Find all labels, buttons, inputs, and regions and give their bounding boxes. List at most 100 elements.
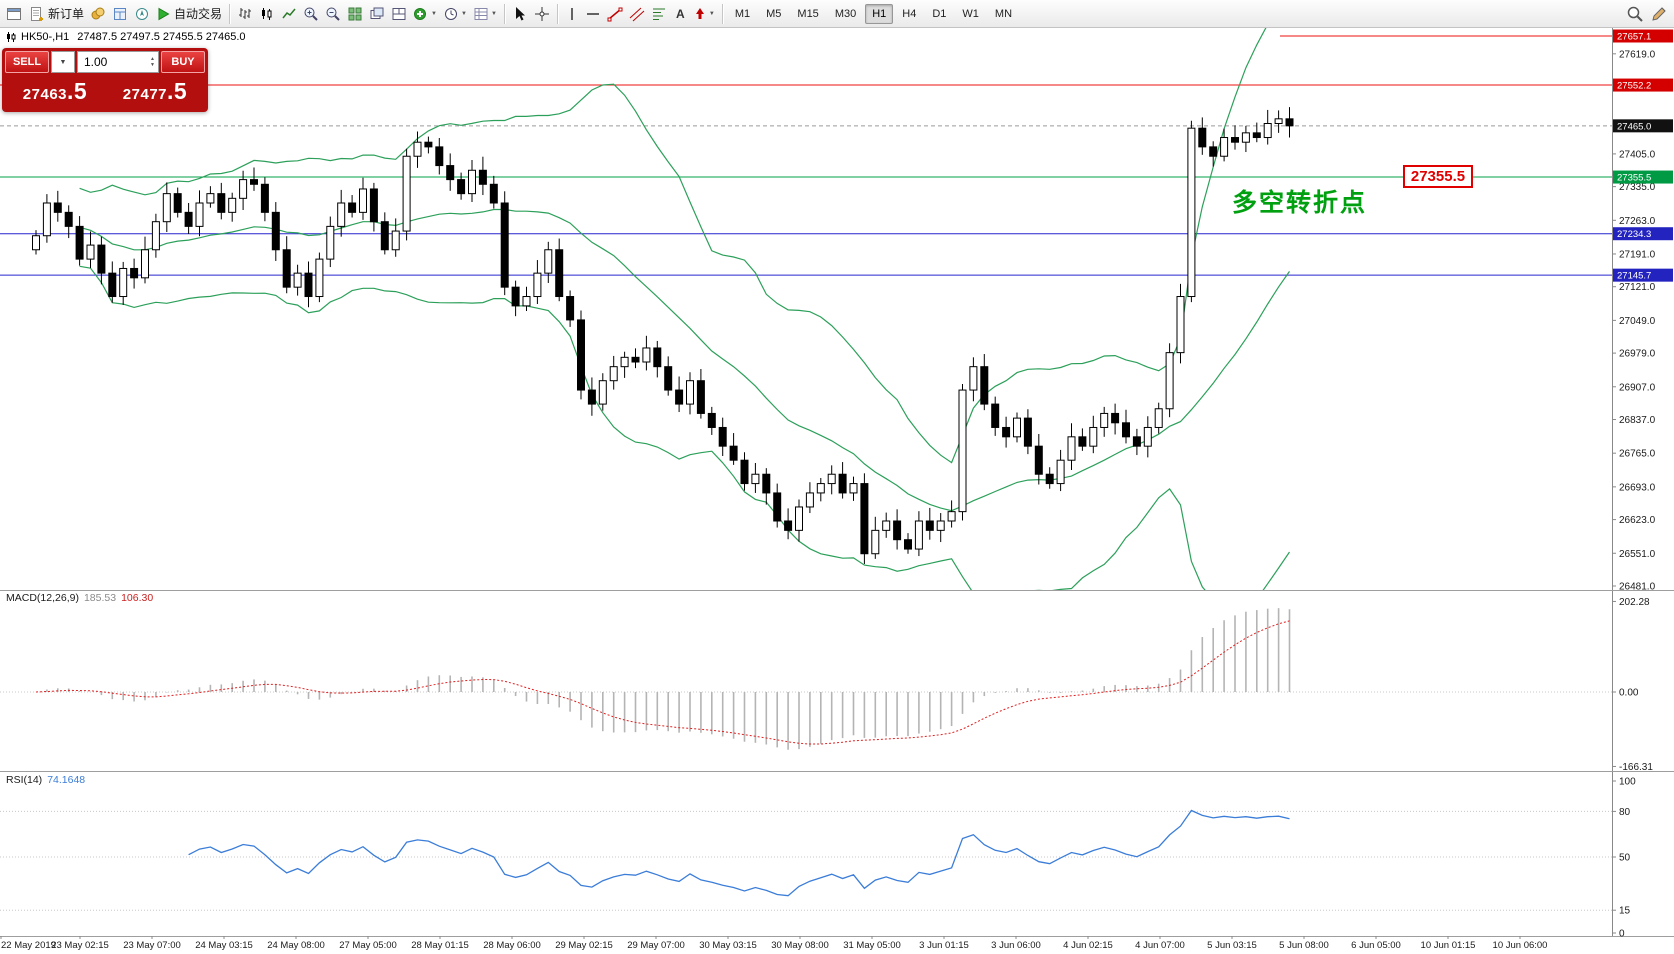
svg-text:27234.3: 27234.3 [1617,229,1651,240]
navigator-icon[interactable] [131,3,153,25]
svg-text:28 May 01:15: 28 May 01:15 [411,940,469,951]
svg-text:26481.0: 26481.0 [1619,582,1656,593]
svg-text:27405.0: 27405.0 [1619,149,1656,160]
zoom-in-icon[interactable] [300,3,322,25]
cascade-windows-icon[interactable] [366,3,388,25]
templates-button[interactable]: ▼ [470,3,500,25]
svg-text:26693.0: 26693.0 [1619,482,1656,493]
chart-candles-icon[interactable] [256,3,278,25]
timeframe-m1[interactable]: M1 [734,7,751,20]
toolbar-separator [229,3,231,24]
sell-price-main: 27463 [22,85,68,103]
svg-text:27 May 05:00: 27 May 05:00 [339,940,397,951]
buy-button[interactable]: BUY [161,51,205,73]
sell-price[interactable]: 27463.5 [5,78,105,105]
buy-price[interactable]: 27477.5 [105,78,205,105]
svg-text:10 Jun 01:15: 10 Jun 01:15 [1421,940,1476,951]
timeframe-group: M1 M5 M15 M30 H1 H4 D1 W1 MN [727,3,1020,24]
timeframe-mn[interactable]: MN [994,7,1013,20]
periods-caret-icon: ▼ [460,10,467,17]
svg-text:27335.0: 27335.0 [1619,182,1656,193]
edit-icon[interactable] [1647,3,1671,25]
svg-text:-166.31: -166.31 [1619,762,1653,773]
svg-text:27465.0: 27465.0 [1617,121,1651,132]
svg-text:26623.0: 26623.0 [1619,515,1656,526]
volume-dropdown[interactable]: ▼ [51,51,75,73]
svg-text:24 May 03:15: 24 May 03:15 [195,940,253,951]
timeframe-m5[interactable]: M5 [766,7,782,20]
arrange-windows-icon[interactable] [388,3,410,25]
toolbar-separator [503,3,505,24]
chart-area[interactable]: 27619.0 27405.0 27335.0 27263.0 27191.0 27121… [0,28,1674,954]
fibonacci-tool-icon[interactable] [648,3,670,25]
svg-text:27355.5: 27355.5 [1617,173,1651,184]
horizontal-line-tool-icon[interactable] [582,3,604,25]
svg-text:5 Jun 08:00: 5 Jun 08:00 [1279,940,1329,951]
svg-text:3 Jun 06:00: 3 Jun 06:00 [991,940,1041,951]
toolbar-separator [721,3,723,24]
indicators-caret-icon: ▼ [431,10,437,17]
search-icon[interactable] [1623,3,1647,25]
svg-text:23 May 07:00: 23 May 07:00 [123,940,181,951]
tile-windows-icon[interactable] [344,3,366,25]
svg-text:27049.0: 27049.0 [1619,316,1656,327]
svg-text:22 May 2019: 22 May 2019 [1,940,56,951]
data-window-icon[interactable] [109,3,131,25]
timeframe-w1[interactable]: W1 [962,7,979,20]
svg-text:26551.0: 26551.0 [1619,549,1656,560]
svg-text:26837.0: 26837.0 [1619,415,1656,426]
svg-text:29 May 07:00: 29 May 07:00 [627,940,685,951]
timeframe-h1[interactable]: H1 [865,3,894,24]
vertical-line-tool-icon[interactable] [562,3,582,25]
timeframe-d1[interactable]: D1 [932,7,947,20]
svg-text:80: 80 [1619,807,1631,818]
main-chart-layer [0,28,1612,590]
app-icon [3,3,25,25]
svg-text:31 May 05:00: 31 May 05:00 [843,940,901,951]
svg-text:4 Jun 02:15: 4 Jun 02:15 [1063,940,1113,951]
svg-text:23 May 02:15: 23 May 02:15 [51,940,109,951]
svg-text:0: 0 [1619,929,1625,940]
svg-text:26979.0: 26979.0 [1619,349,1656,360]
volume-value: 1.00 [84,55,108,69]
svg-text:27263.0: 27263.0 [1619,216,1656,227]
periods-button[interactable]: ▼ [440,3,470,25]
volume-input[interactable]: 1.00 ▲ ▼ [77,51,159,73]
svg-text:24 May 08:00: 24 May 08:00 [267,940,325,951]
cursor-tool-icon[interactable] [509,3,531,25]
sell-button[interactable]: SELL [5,51,49,73]
timeframe-m30[interactable]: M30 [834,7,857,20]
new-order-button[interactable]: 新订单 [25,3,87,25]
stepper-down-icon[interactable]: ▼ [150,62,155,68]
arrows-tool-button[interactable]: ▼ [690,3,718,25]
timeframe-m15[interactable]: M15 [797,7,819,20]
text-tool-icon[interactable]: A [670,3,690,25]
svg-text:50: 50 [1619,853,1631,864]
new-order-label: 新订单 [48,7,85,21]
channel-tool-icon[interactable] [626,3,648,25]
chart-line-icon[interactable] [278,3,300,25]
ohlc-values: 27487.5 27497.5 27455.5 27465.0 [77,31,246,43]
svg-text:26907.0: 26907.0 [1619,382,1656,393]
crosshair-tool-icon[interactable] [531,3,553,25]
arrows-caret-icon: ▼ [708,10,715,17]
zoom-out-icon[interactable] [322,3,344,25]
svg-text:202.28: 202.28 [1619,597,1650,608]
rsi-value: 74.1648 [47,774,86,786]
symbol-period-label: HK50-,H1 [21,31,70,43]
timeframe-h4[interactable]: H4 [902,7,917,20]
volume-stepper[interactable]: ▲ ▼ [148,52,157,72]
templates-caret-icon: ▼ [490,10,497,17]
rsi-label: RSI(14) 74.1648 [6,774,85,786]
chart-bars-icon[interactable] [234,3,256,25]
auto-trading-label: 自动交易 [174,7,223,21]
market-watch-icon[interactable] [87,3,109,25]
auto-trading-button[interactable]: 自动交易 [153,3,225,25]
svg-text:27552.2: 27552.2 [1617,81,1651,92]
svg-text:26765.0: 26765.0 [1619,449,1656,460]
price-callout-box: 27355.5 [1403,165,1473,188]
stepper-up-icon[interactable]: ▲ [150,56,155,62]
trendline-tool-icon[interactable] [604,3,626,25]
indicators-button[interactable]: ▼ [410,3,440,25]
svg-text:27657.1: 27657.1 [1617,32,1651,43]
